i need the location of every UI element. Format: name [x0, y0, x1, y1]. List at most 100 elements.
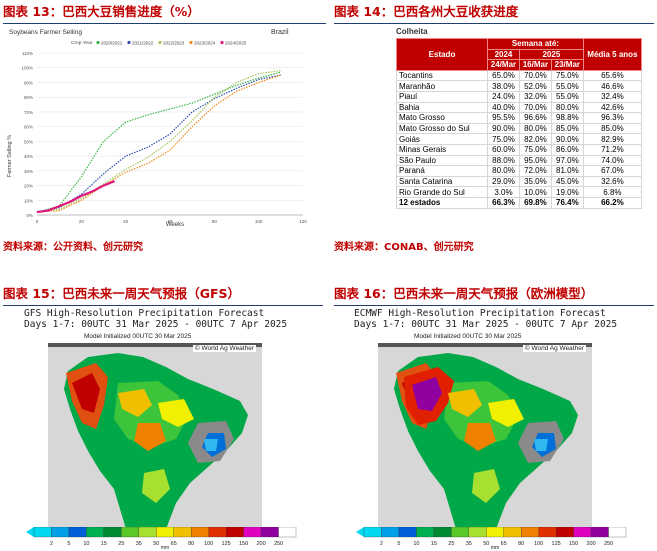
- table-row: Piauí 24.0% 32.0% 55.0% 32.4%: [396, 90, 643, 103]
- scale-bin: [573, 527, 592, 538]
- scale-bin: [225, 527, 244, 538]
- legend-entry: 2024/2025: [225, 40, 247, 45]
- table-cell: 96.6%: [518, 112, 552, 124]
- scale-bin: [451, 527, 469, 538]
- fig13-chart-panel: Soybeans Farmer Selling Brazil Crop Year…: [3, 26, 321, 232]
- y-tick-label: 60%: [24, 125, 33, 130]
- table-cell: 75.0%: [518, 143, 552, 156]
- scale-tick-label: 250: [604, 541, 613, 547]
- scale-bin: [260, 527, 279, 538]
- y-tick-label: 10%: [24, 198, 33, 203]
- fig15-title: 图表 15：巴西未来一周天气预报（GFS）: [3, 286, 241, 301]
- scale-tick-label: 200: [256, 541, 265, 547]
- table-row: Maranhão 38.0% 52.0% 55.0% 46.6%: [396, 80, 643, 92]
- series-line-2022-2023: [36, 70, 281, 213]
- table-cell: 55.0%: [550, 80, 584, 92]
- legend-title: Crop Year: [71, 40, 93, 46]
- scale-bin: [121, 527, 139, 538]
- table-cell: 66.2%: [582, 196, 643, 209]
- table-cell: 67.0%: [582, 165, 643, 177]
- legend-marker: [127, 40, 131, 45]
- table-cell: 65.0%: [487, 69, 520, 82]
- ecmwf-credit: © World Ag Weather: [522, 345, 586, 352]
- y-tick-label: 30%: [24, 169, 33, 174]
- table-row: Bahia 40.0% 70.0% 80.0% 42.6%: [396, 101, 643, 114]
- legend-marker: [220, 40, 224, 45]
- scale-bin: [363, 527, 382, 538]
- scale-bin: [433, 527, 452, 538]
- scale-bin: [243, 527, 262, 538]
- table-cell: 98.8%: [550, 112, 584, 124]
- scale-tick-label: 50: [153, 541, 159, 547]
- chart-series: [36, 70, 282, 214]
- fig13-header: 图表 13：巴西大豆销售进度（%）: [3, 1, 326, 24]
- table-cell: Piauí: [396, 90, 488, 103]
- scale-tick-label: 100: [204, 541, 213, 547]
- table-cell: 16/Mar: [518, 59, 552, 71]
- table-cell: 71.2%: [582, 143, 643, 156]
- table-row: Minas Gerais 60.0% 75.0% 86.0% 71.2%: [396, 143, 643, 156]
- scale-bin: [503, 527, 522, 538]
- table-cell: 95.5%: [487, 112, 520, 124]
- x-axis-label: Weeks: [166, 222, 184, 228]
- table-cell: 85.0%: [550, 122, 584, 135]
- table-cell: 2025: [518, 48, 584, 61]
- table-cell: Goiás: [396, 133, 488, 145]
- gfs-title-line1: GFS High-Resolution Precipitation Foreca…: [24, 308, 265, 319]
- y-tick-label: 110%: [22, 51, 33, 56]
- legend-entry: 2021/2022: [132, 40, 154, 45]
- harvest-table: Estado Semana até: Média 5 anos 2024 2025 24/…: [396, 38, 643, 209]
- table-cell: 65.6%: [582, 69, 643, 82]
- fig14-title: 图表 14：巴西各州大豆收获进度: [334, 4, 519, 19]
- gfs-credit: © World Ag Weather: [192, 345, 256, 352]
- fig14-source: 资料来源：CONAB、创元研究: [334, 242, 474, 253]
- scale-tick-label: 35: [466, 541, 472, 547]
- y-tick-label: 50%: [24, 139, 33, 144]
- scale-tick-label: 15: [431, 541, 437, 547]
- chart-title: Soybeans Farmer Selling: [9, 29, 82, 36]
- fig16-map-panel: ECMWF High-Resolution Precipitation Fore…: [340, 306, 645, 551]
- table-cell: Santa Catarina: [396, 175, 488, 188]
- scale-bin: [138, 527, 157, 538]
- table-cell: Minas Gerais: [396, 143, 488, 156]
- table-cell: Rio Grande do Sul: [396, 186, 488, 198]
- scale-tick-label: 80: [188, 541, 194, 547]
- table-cell: 19.0%: [550, 186, 584, 198]
- x-tick-label: 40: [123, 219, 129, 224]
- chart-gridlines: 0% 10% 20% 30% 40% 50% 60% 70% 80% 90% 100% 110% 0 20…: [21, 51, 307, 224]
- series-line-2020-2021: [36, 71, 281, 213]
- table-row: Santa Catarina 29.0% 35.0% 45.0% 32.6%: [396, 175, 643, 188]
- x-tick-label: 120: [299, 219, 307, 224]
- table-total-row: 12 estados 66.3% 69.8% 76.4% 66.2%: [396, 196, 643, 209]
- legend-marker: [96, 40, 100, 45]
- x-tick-label: 0: [36, 219, 39, 224]
- scale-tick-label: 5: [397, 541, 400, 547]
- table-cell: 81.0%: [550, 165, 584, 177]
- table-row: Mato Grosso do Sul 90.0% 80.0% 85.0% 85.0%: [396, 122, 643, 135]
- table-cell: 2024: [487, 48, 520, 61]
- scale-bin: [521, 527, 539, 538]
- scale-bin: [173, 527, 192, 538]
- table-row: São Paulo 88.0% 95.0% 97.0% 74.0%: [396, 154, 643, 167]
- scale-bin: [555, 527, 574, 538]
- y-tick-label: 80%: [24, 95, 33, 100]
- fig13-source: 资料来源：公开资料、创元研究: [3, 242, 143, 253]
- table-cell: Média 5 anos: [582, 38, 643, 71]
- table-cell: 42.6%: [582, 101, 643, 114]
- table-cell: 60.0%: [487, 143, 520, 156]
- table-cell: 69.8%: [518, 196, 552, 209]
- scale-tick-label: 15: [101, 541, 107, 547]
- legend-marker: [158, 40, 162, 45]
- scale-tick-label: 65: [501, 541, 507, 547]
- scale-tick-label: 2: [50, 541, 53, 547]
- table-cell: 70.0%: [518, 69, 552, 82]
- table-cell: 23/Mar: [550, 59, 584, 71]
- fig13-title: 图表 13：巴西大豆销售进度（%）: [3, 4, 200, 19]
- table-cell: 45.0%: [550, 175, 584, 188]
- scale-tick-label: 125: [222, 541, 231, 547]
- x-tick-label: 60: [167, 219, 173, 224]
- table-cell: 55.0%: [550, 90, 584, 103]
- table-cell: 90.0%: [550, 133, 584, 145]
- scale-tick-label: 80: [518, 541, 524, 547]
